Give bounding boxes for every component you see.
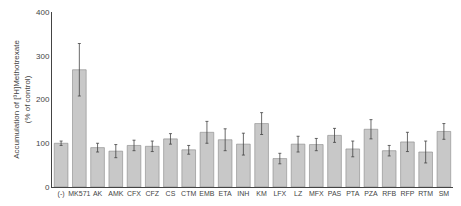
svg-text:AMK: AMK [108,190,124,197]
svg-text:200: 200 [36,95,50,104]
svg-text:CFX: CFX [127,190,141,197]
svg-text:RTM: RTM [418,190,433,197]
svg-text:RFB: RFB [382,190,396,197]
svg-text:RFP: RFP [400,190,414,197]
svg-text:(-): (-) [58,190,65,198]
svg-text:SM: SM [439,190,450,197]
svg-text:MFX: MFX [309,190,324,197]
svg-text:300: 300 [36,52,50,61]
svg-text:EMB: EMB [199,190,215,197]
svg-text:PTA: PTA [346,190,359,197]
svg-text:CS: CS [166,190,176,197]
svg-text:CFZ: CFZ [145,190,159,197]
svg-text:Accumulation of [³H]Methotrexa: Accumulation of [³H]Methotrexate(% of co… [12,40,31,159]
svg-text:0: 0 [45,183,50,192]
svg-text:PZA: PZA [364,190,378,197]
svg-text:CTM: CTM [181,190,196,197]
svg-text:ETA: ETA [219,190,232,197]
svg-text:KM: KM [256,190,267,197]
svg-text:100: 100 [36,139,50,148]
svg-text:PAS: PAS [328,190,342,197]
svg-text:AK: AK [93,190,103,197]
svg-text:MK571: MK571 [68,190,90,197]
svg-text:LFX: LFX [273,190,286,197]
svg-text:INH: INH [237,190,249,197]
svg-text:LZ: LZ [294,190,303,197]
svg-text:400: 400 [36,8,50,17]
